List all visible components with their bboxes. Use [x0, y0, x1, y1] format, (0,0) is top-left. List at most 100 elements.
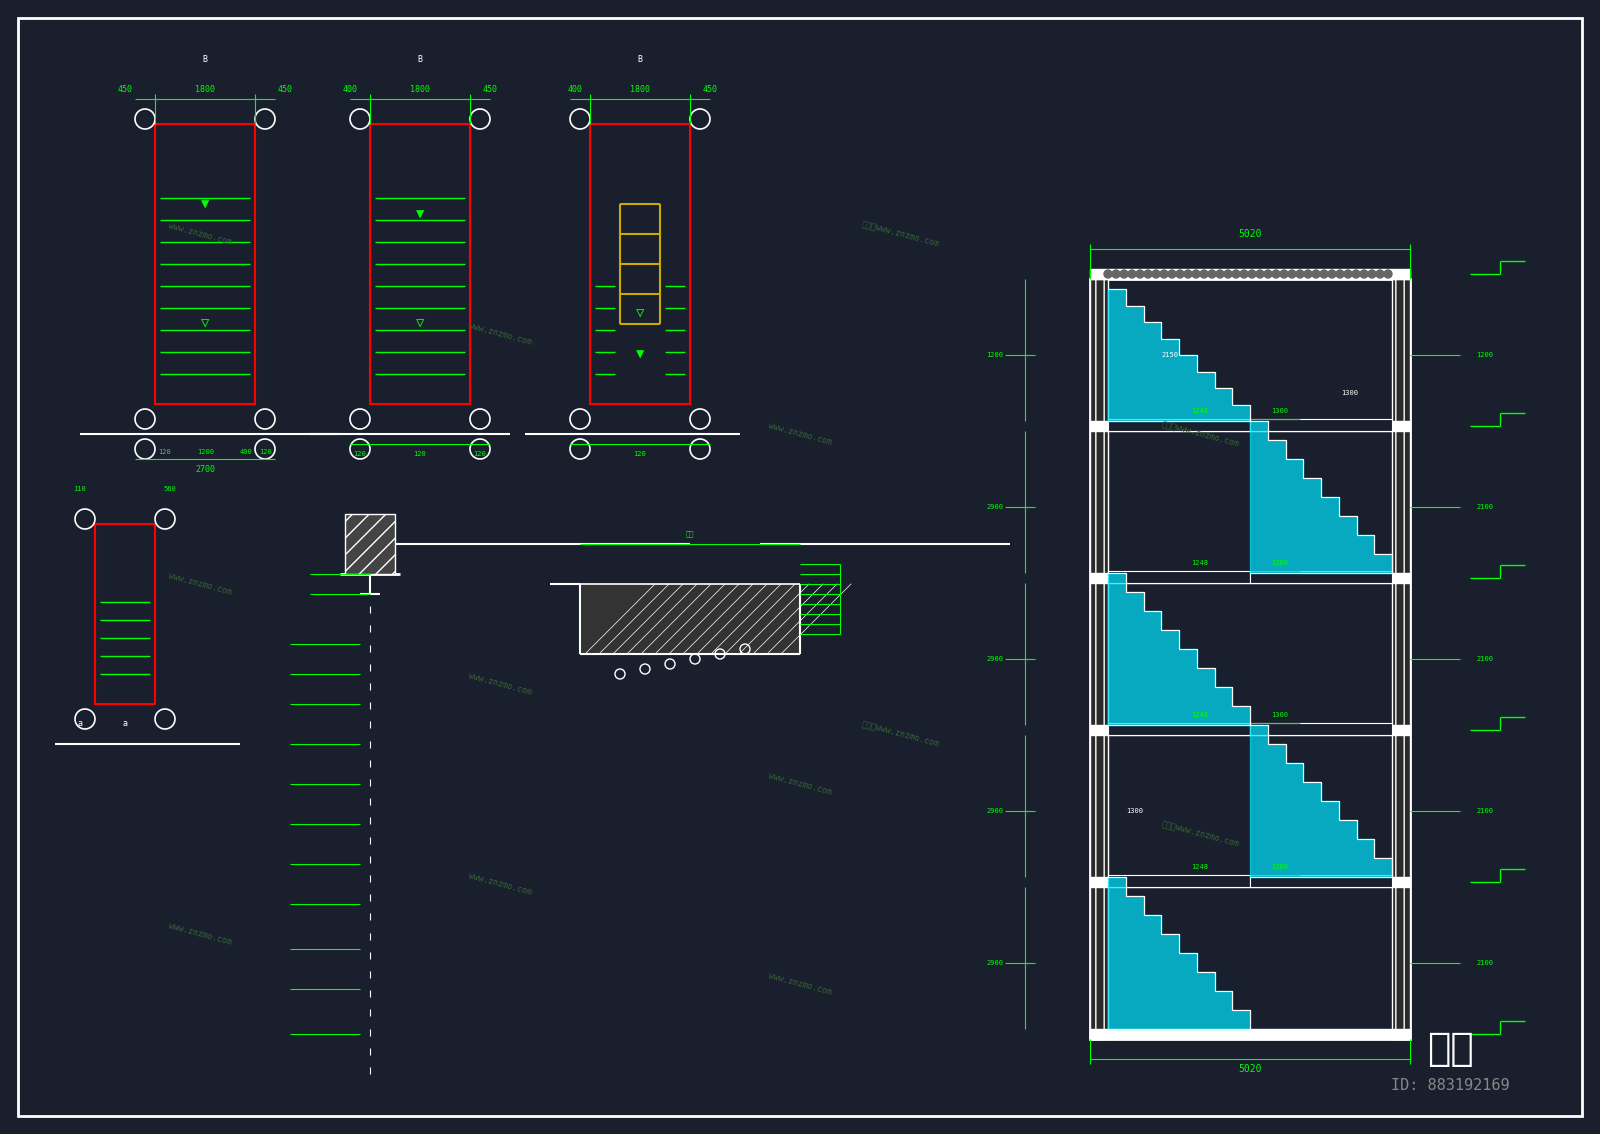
Text: 知末网www.znzmo.com: 知末网www.znzmo.com — [861, 719, 939, 748]
Bar — [346, 514, 395, 574]
Text: 400: 400 — [568, 85, 582, 93]
Text: 400: 400 — [342, 85, 357, 93]
Text: ID: 883192169: ID: 883192169 — [1390, 1078, 1509, 1093]
Text: 1300: 1300 — [1126, 809, 1144, 814]
Text: 5020: 5020 — [1238, 229, 1262, 239]
Circle shape — [1216, 270, 1224, 278]
Text: 400: 400 — [240, 449, 253, 455]
Bar — [1250, 875, 1392, 887]
Circle shape — [1104, 270, 1112, 278]
Circle shape — [1224, 270, 1232, 278]
Text: 知末网www.znzmo.com: 知末网www.znzmo.com — [861, 219, 939, 248]
Text: a: a — [123, 719, 128, 728]
Text: 450: 450 — [702, 85, 717, 93]
Bar — [1250, 723, 1392, 735]
Text: 5020: 5020 — [1238, 1064, 1262, 1074]
Text: 2700: 2700 — [195, 465, 214, 474]
Text: 1248: 1248 — [1192, 408, 1208, 414]
Text: 知末网www.znzmo.com: 知末网www.znzmo.com — [1160, 819, 1240, 848]
Circle shape — [1208, 270, 1216, 278]
Bar — [1107, 418, 1250, 431]
Text: 120: 120 — [354, 451, 366, 457]
Text: 绿色: 绿色 — [686, 531, 694, 538]
Bar — [1392, 279, 1410, 1039]
Text: B: B — [637, 54, 643, 64]
Text: 560: 560 — [163, 486, 176, 492]
Text: B: B — [418, 54, 422, 64]
Text: ▽: ▽ — [202, 318, 210, 331]
Circle shape — [1288, 270, 1296, 278]
Text: 2150: 2150 — [1162, 352, 1179, 358]
Bar — [1090, 725, 1410, 735]
Text: 1300: 1300 — [1272, 864, 1288, 870]
Circle shape — [1232, 270, 1240, 278]
Circle shape — [1144, 270, 1152, 278]
Circle shape — [1360, 270, 1368, 278]
Polygon shape — [1250, 725, 1392, 877]
Text: 2900: 2900 — [987, 503, 1003, 510]
Bar — [155, 124, 254, 404]
Bar — [1090, 279, 1107, 1039]
Text: www.znzmo.com: www.znzmo.com — [768, 771, 832, 797]
Bar — [1107, 723, 1250, 735]
Text: ▼: ▼ — [416, 208, 424, 221]
Text: 450: 450 — [117, 85, 133, 93]
Polygon shape — [579, 584, 800, 654]
Text: www.znzmo.com: www.znzmo.com — [768, 421, 832, 447]
Bar — [94, 524, 155, 704]
Text: ▽: ▽ — [635, 307, 645, 321]
Circle shape — [1336, 270, 1344, 278]
Bar — [1090, 421, 1410, 431]
Polygon shape — [1107, 573, 1250, 725]
Circle shape — [1384, 270, 1392, 278]
Text: 2900: 2900 — [987, 655, 1003, 662]
Circle shape — [1192, 270, 1200, 278]
Text: 120: 120 — [259, 449, 272, 455]
Polygon shape — [1250, 421, 1392, 573]
Text: B: B — [203, 54, 208, 64]
Text: www.znzmo.com: www.znzmo.com — [168, 572, 232, 596]
Text: ▼: ▼ — [635, 347, 645, 361]
Text: 1248: 1248 — [1192, 864, 1208, 870]
Circle shape — [1296, 270, 1304, 278]
Text: 120: 120 — [158, 449, 171, 455]
Circle shape — [1128, 270, 1136, 278]
Polygon shape — [1107, 289, 1250, 421]
Text: 450: 450 — [277, 85, 293, 93]
Bar — [1090, 1029, 1410, 1039]
Circle shape — [1176, 270, 1184, 278]
Text: 2100: 2100 — [1477, 809, 1493, 814]
Circle shape — [1320, 270, 1328, 278]
Text: 知末: 知末 — [1427, 1030, 1474, 1068]
Text: 120: 120 — [474, 451, 486, 457]
Text: ▼: ▼ — [202, 197, 210, 211]
Circle shape — [1112, 270, 1120, 278]
Circle shape — [1272, 270, 1280, 278]
Text: 1800: 1800 — [410, 85, 430, 93]
Bar — [1090, 573, 1410, 583]
Text: 1200: 1200 — [197, 449, 214, 455]
Text: 2900: 2900 — [987, 809, 1003, 814]
Text: 1800: 1800 — [630, 85, 650, 93]
Circle shape — [1184, 270, 1192, 278]
Bar — [1250, 418, 1392, 431]
Text: a: a — [77, 719, 83, 728]
Text: www.znzmo.com: www.znzmo.com — [467, 671, 533, 696]
Text: ▽: ▽ — [416, 318, 424, 331]
Circle shape — [1368, 270, 1376, 278]
Text: www.znzmo.com: www.znzmo.com — [467, 321, 533, 347]
Text: www.znzmo.com: www.znzmo.com — [168, 221, 232, 247]
Circle shape — [1168, 270, 1176, 278]
Text: 1300: 1300 — [1272, 560, 1288, 566]
Bar — [1090, 877, 1410, 887]
Circle shape — [1264, 270, 1272, 278]
Circle shape — [1160, 270, 1168, 278]
Bar — [370, 124, 470, 404]
Text: 1200: 1200 — [987, 352, 1003, 358]
Text: 1800: 1800 — [195, 85, 214, 93]
Bar — [1090, 269, 1410, 279]
Text: 2900: 2900 — [987, 960, 1003, 966]
Text: 1200: 1200 — [1477, 352, 1493, 358]
Text: 110: 110 — [74, 486, 86, 492]
Text: www.znzmo.com: www.znzmo.com — [168, 921, 232, 947]
